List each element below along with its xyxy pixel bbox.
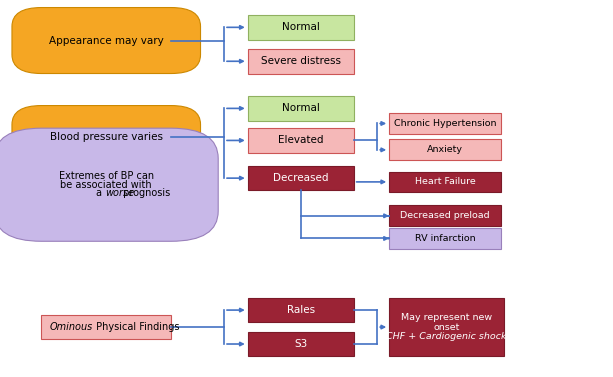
FancyBboxPatch shape — [389, 228, 501, 249]
Text: Appearance may vary: Appearance may vary — [49, 35, 164, 46]
FancyBboxPatch shape — [389, 205, 501, 226]
Text: Heart Failure: Heart Failure — [414, 178, 476, 186]
FancyBboxPatch shape — [389, 172, 501, 192]
Text: Normal: Normal — [282, 22, 319, 32]
Text: Severe distress: Severe distress — [261, 56, 341, 66]
Text: Normal: Normal — [282, 103, 319, 113]
Text: Decreased: Decreased — [273, 173, 329, 183]
Text: worse: worse — [105, 188, 134, 198]
Text: Decreased preload: Decreased preload — [400, 211, 490, 220]
Text: prognosis: prognosis — [120, 188, 170, 198]
FancyBboxPatch shape — [389, 139, 501, 160]
Text: be associated with: be associated with — [61, 180, 152, 190]
Text: S3: S3 — [294, 339, 307, 349]
FancyBboxPatch shape — [389, 298, 504, 356]
Text: Elevated: Elevated — [278, 135, 324, 146]
FancyBboxPatch shape — [248, 15, 354, 40]
Text: Ominous: Ominous — [50, 322, 93, 332]
Text: Chronic Hypertension: Chronic Hypertension — [394, 119, 497, 128]
Text: Physical Findings: Physical Findings — [93, 322, 180, 332]
Text: RV infarction: RV infarction — [415, 234, 475, 243]
Text: CHF + Cardiogenic shock: CHF + Cardiogenic shock — [386, 333, 507, 341]
FancyBboxPatch shape — [248, 166, 354, 190]
FancyBboxPatch shape — [42, 315, 171, 339]
FancyBboxPatch shape — [248, 332, 354, 356]
FancyBboxPatch shape — [0, 128, 218, 241]
FancyBboxPatch shape — [248, 128, 354, 153]
FancyBboxPatch shape — [248, 298, 354, 322]
Text: Extremes of BP can: Extremes of BP can — [59, 172, 154, 181]
Text: Rales: Rales — [287, 305, 314, 315]
Text: onset: onset — [433, 323, 460, 331]
FancyBboxPatch shape — [248, 96, 354, 121]
Text: a: a — [96, 188, 105, 198]
FancyBboxPatch shape — [248, 49, 354, 74]
FancyBboxPatch shape — [389, 113, 501, 134]
Text: Blood pressure varies: Blood pressure varies — [50, 132, 162, 142]
FancyBboxPatch shape — [12, 8, 200, 74]
Text: Anxiety: Anxiety — [427, 146, 463, 154]
FancyBboxPatch shape — [12, 106, 200, 168]
Text: May represent new: May represent new — [401, 313, 492, 322]
